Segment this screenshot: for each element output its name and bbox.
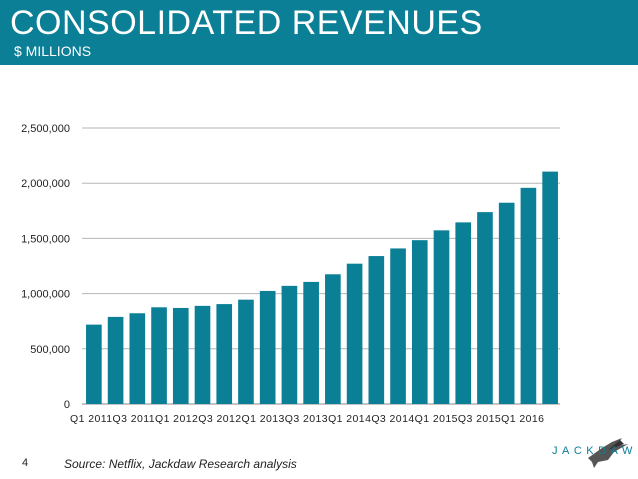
bar-q1-2013 <box>259 290 276 404</box>
y-tick-label: 1,000,000 <box>21 289 70 301</box>
x-tick-label: Q1 2011 <box>70 413 112 425</box>
header-bar: CONSOLIDATED REVENUES $ MILLIONS <box>0 0 638 65</box>
bar-q1-2015 <box>433 230 450 404</box>
x-tick-label: Q3 2011 <box>112 413 154 425</box>
chart-x-axis: Q1 2011Q3 2011Q1 2012Q3 2012Q1 2013Q3 20… <box>70 413 544 425</box>
page-subtitle: $ MILLIONS <box>14 43 92 59</box>
bar-q4-2012 <box>238 299 254 404</box>
bar-q3-2011 <box>129 313 146 404</box>
logo-text: JACKDAW <box>552 445 637 457</box>
bar-q2-2016 <box>542 171 558 404</box>
bar-q4-2011 <box>151 307 167 404</box>
bar-q1-2012 <box>172 307 189 404</box>
bar-q1-2011 <box>86 324 102 404</box>
bar-q4-2015 <box>498 202 515 404</box>
bar-q4-2013 <box>325 274 341 404</box>
x-tick-label: Q3 2014 <box>371 413 414 425</box>
x-tick-label: Q1 2013 <box>242 413 285 425</box>
x-tick-labels: Q1 2011Q3 2011Q1 2012Q3 2012Q1 2013Q3 20… <box>70 413 544 425</box>
y-tick-label: 0 <box>64 399 70 411</box>
chart-y-axis: 0 500,000 1,000,000 1,500,000 2,000,000 2,500… <box>21 123 70 411</box>
bar-q3-2013 <box>303 281 319 404</box>
y-tick-label: 500,000 <box>30 344 70 356</box>
bar-q1-2014 <box>346 263 363 404</box>
y-tick-label: 2,000,000 <box>21 178 70 190</box>
bar-q2-2012 <box>194 305 211 404</box>
bar-q3-2014 <box>390 248 406 404</box>
x-tick-label: Q1 2014 <box>328 413 371 425</box>
bar-q2-2011 <box>107 316 124 404</box>
x-tick-label: Q1 2015 <box>415 413 458 425</box>
x-tick-label: Q3 2015 <box>458 413 501 425</box>
bar-q4-2014 <box>411 240 428 404</box>
page-title: CONSOLIDATED REVENUES <box>10 4 483 42</box>
bar-q2-2015 <box>455 222 472 404</box>
bar-q3-2012 <box>216 304 233 404</box>
x-tick-label: Q3 2012 <box>198 413 241 425</box>
x-tick-label: Q1 2016 <box>501 413 544 425</box>
y-tick-label: 2,500,000 <box>21 123 70 135</box>
source-note: Source: Netflix, Jackdaw Research analys… <box>64 457 297 471</box>
chart-bars <box>86 171 558 404</box>
bar-q2-2014 <box>368 256 385 404</box>
bar-q1-2016 <box>520 187 537 404</box>
y-tick-label: 1,500,000 <box>21 233 70 245</box>
bar-q3-2015 <box>477 212 493 404</box>
jackdaw-bird-icon <box>588 438 628 468</box>
x-tick-label: Q1 2012 <box>155 413 198 425</box>
page-number: 4 <box>22 457 29 469</box>
bar-q2-2013 <box>281 285 298 404</box>
x-tick-label: Q3 2013 <box>285 413 328 425</box>
